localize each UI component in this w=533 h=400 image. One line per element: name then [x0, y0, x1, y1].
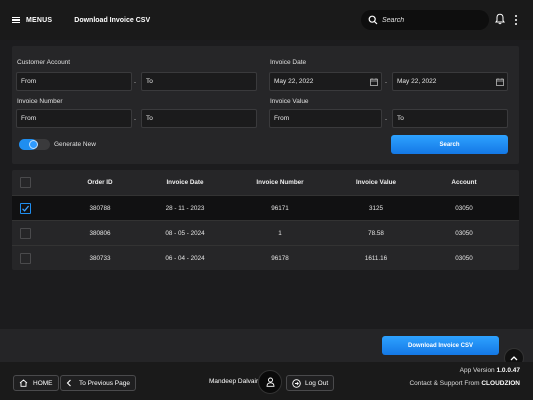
toggle-track	[19, 139, 37, 150]
support-company: CLOUDZION	[481, 380, 520, 387]
generate-new-label: Generate New	[54, 141, 96, 148]
calendar-icon[interactable]	[496, 78, 504, 86]
invoice-date-to-field[interactable]: May 22, 2022	[392, 72, 508, 91]
cell-invoice-number: 96178	[271, 255, 289, 262]
column-header-invoice-date: Invoice Date	[166, 179, 204, 186]
table-row[interactable]: 380733 06 - 04 - 2024 96178 1611.16 0305…	[12, 246, 519, 270]
calendar-icon[interactable]	[370, 78, 378, 86]
cell-invoice-number: 96171	[271, 205, 289, 212]
cell-invoice-value: 1611.16	[364, 255, 388, 262]
column-header-invoice-value: Invoice Value	[356, 179, 396, 186]
column-header-invoice-number: Invoice Number	[256, 179, 304, 186]
top-bar: MENUS Download Invoice CSV	[0, 0, 533, 40]
customer-account-from-field[interactable]: From	[16, 72, 132, 91]
hamburger-icon	[12, 17, 20, 23]
menus-label: MENUS	[26, 16, 53, 24]
previous-page-label: To Previous Page	[79, 379, 130, 387]
invoice-date-label: Invoice Date	[270, 59, 307, 66]
invoice-number-from-field[interactable]: From	[16, 109, 132, 128]
range-separator: -	[134, 117, 136, 123]
search-input[interactable]	[382, 16, 482, 24]
cell-invoice-date: 06 - 04 - 2024	[165, 255, 205, 262]
previous-page-button[interactable]: To Previous Page	[60, 375, 136, 391]
cell-order-id: 380806	[89, 230, 111, 237]
menus-button[interactable]: MENUS	[12, 17, 52, 24]
invoice-value-from-field[interactable]: From	[269, 109, 382, 128]
cell-invoice-date: 28 - 11 - 2023	[165, 205, 205, 212]
chevron-up-icon	[510, 356, 518, 361]
user-name: Mandeep Dalvair	[209, 378, 259, 385]
row-checkbox[interactable]	[20, 253, 31, 264]
cell-invoice-value: 78.58	[368, 230, 384, 237]
cell-account: 03050	[455, 255, 473, 262]
customer-account-to-field[interactable]: To	[141, 72, 257, 91]
cell-order-id: 380788	[89, 205, 111, 212]
invoice-value-to-field[interactable]: To	[392, 109, 508, 128]
app-version: App Version 1.0.0.47	[460, 367, 520, 374]
invoice-value-label: Invoice Value	[270, 98, 309, 105]
invoice-date-to-value: May 22, 2022	[397, 78, 437, 85]
support-label: Contact & Support From	[409, 380, 480, 387]
home-button[interactable]: HOME	[13, 375, 59, 391]
home-icon	[19, 379, 28, 387]
invoice-date-from-field[interactable]: May 22, 2022	[269, 72, 382, 91]
range-separator: -	[134, 80, 136, 86]
invoice-number-label: Invoice Number	[17, 98, 63, 105]
cell-invoice-date: 08 - 05 - 2024	[165, 230, 205, 237]
table-header-row: Order ID Invoice Date Invoice Number Inv…	[12, 170, 519, 196]
row-checkbox[interactable]	[20, 203, 31, 214]
footer: HOME To Previous Page Mandeep Dalvair Lo…	[0, 362, 533, 400]
support-info: Contact & Support From CLOUDZION	[409, 380, 520, 387]
row-checkbox[interactable]	[20, 228, 31, 239]
invoice-number-to-field[interactable]: To	[141, 109, 257, 128]
table-row[interactable]: 380806 08 - 05 - 2024 1 78.58 03050	[12, 221, 519, 246]
cell-account: 03050	[455, 230, 473, 237]
range-separator: -	[385, 80, 387, 86]
invoice-table: Order ID Invoice Date Invoice Number Inv…	[12, 170, 519, 270]
cell-account: 03050	[455, 205, 473, 212]
search-button[interactable]: Search	[391, 135, 508, 154]
download-invoice-csv-button[interactable]: Download Invoice CSV	[382, 336, 499, 355]
cell-invoice-number: 1	[278, 230, 282, 237]
cell-order-id: 380733	[89, 255, 111, 262]
avatar[interactable]	[258, 370, 282, 394]
user-icon	[266, 377, 274, 387]
generate-new-toggle[interactable]	[19, 139, 50, 150]
toggle-knob	[29, 140, 38, 149]
logout-icon	[292, 378, 301, 388]
bell-icon[interactable]	[495, 13, 505, 25]
column-header-order-id: Order ID	[87, 179, 113, 186]
customer-account-label: Customer Account	[17, 59, 71, 66]
chevron-left-icon	[66, 379, 71, 387]
invoice-date-from-value: May 22, 2022	[274, 78, 314, 85]
home-label: HOME	[33, 379, 53, 387]
more-options-icon[interactable]	[514, 14, 518, 26]
logout-label: Log Out	[305, 379, 329, 387]
search-icon	[368, 15, 378, 25]
search-box[interactable]	[361, 10, 489, 30]
checkmark-icon	[22, 205, 30, 212]
page-title: Download Invoice CSV	[74, 16, 151, 24]
range-separator: -	[385, 117, 387, 123]
table-row[interactable]: 380788 28 - 11 - 2023 96171 3125 03050	[12, 196, 519, 221]
select-all-checkbox[interactable]	[20, 177, 31, 188]
app-version-label: App Version	[459, 367, 495, 374]
column-header-account: Account	[451, 179, 477, 186]
logout-button[interactable]: Log Out	[286, 375, 335, 391]
app-version-number: 1.0.0.47	[496, 367, 521, 374]
cell-invoice-value: 3125	[368, 205, 383, 212]
